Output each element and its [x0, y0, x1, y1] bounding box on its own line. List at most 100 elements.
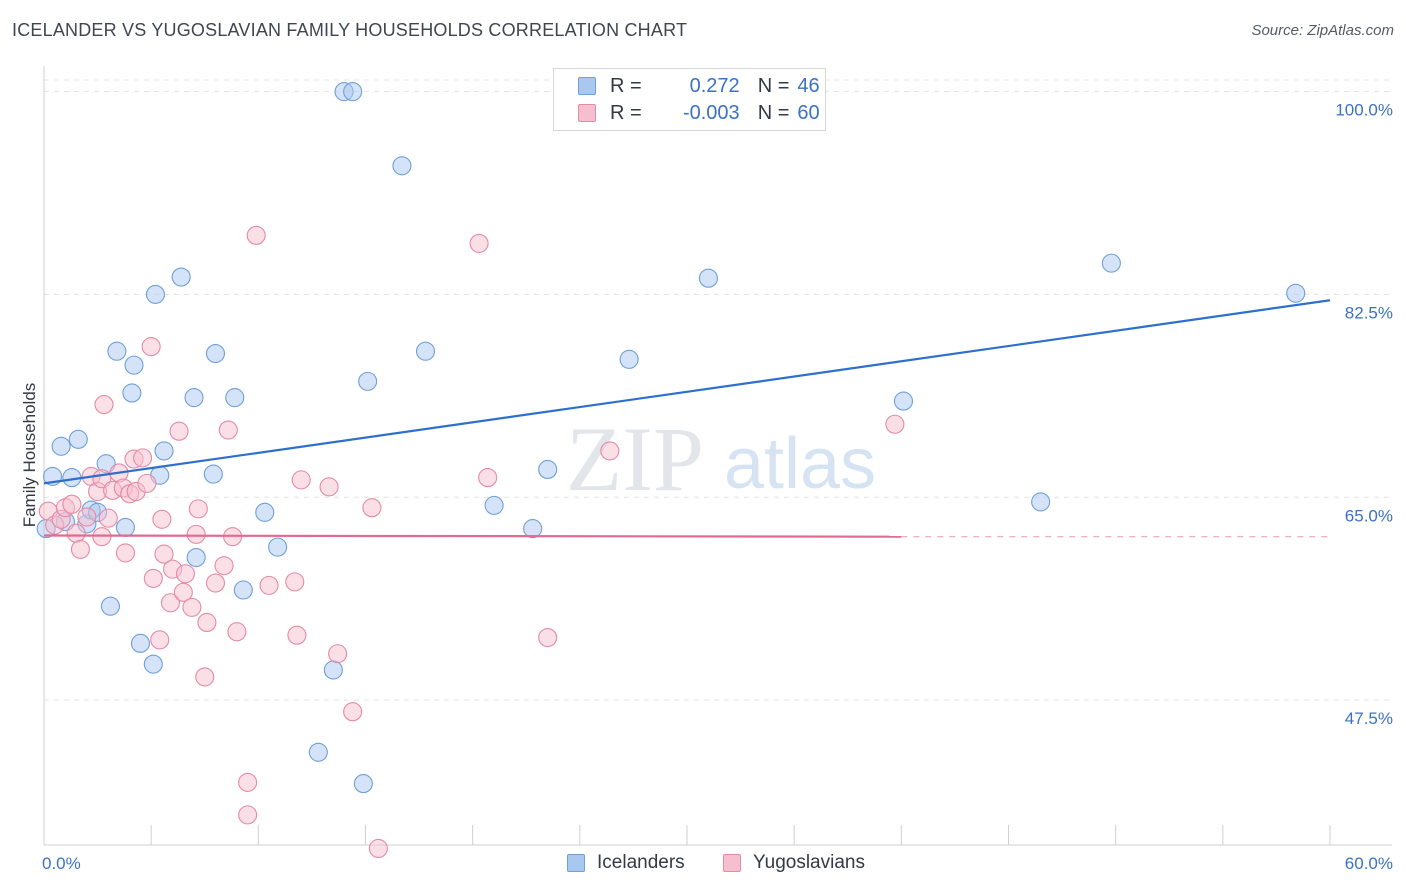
data-point-icelanders [619, 349, 639, 369]
trend-line-yugoslavians [43, 534, 902, 538]
legend-swatch-yugoslavians [723, 854, 741, 872]
legend-n-label: N = [757, 101, 790, 124]
x-tick-label: 0.0% [42, 854, 81, 873]
data-point-icelanders [100, 596, 120, 616]
data-point-yugoslavians [141, 337, 161, 357]
data-point-yugoslavians [70, 539, 90, 559]
data-point-icelanders [1031, 492, 1051, 512]
data-point-icelanders [51, 436, 71, 456]
data-point-icelanders [184, 388, 204, 408]
watermark: ZIP atlas [566, 408, 876, 510]
data-point-icelanders [233, 580, 253, 600]
data-point-yugoslavians [186, 524, 206, 544]
legend-item-yugoslavians[interactable]: Yugoslavians [723, 852, 865, 874]
trend-line-icelanders [43, 299, 1331, 485]
y-tick-label: 65.0% [1345, 506, 1393, 525]
legend-r-label: R = [610, 74, 642, 97]
stats-legend: R = 0.272 N = 46 R = -0.003 N = 60 [553, 68, 826, 131]
data-point-icelanders [186, 547, 206, 568]
data-point-icelanders [392, 156, 412, 176]
data-point-yugoslavians [154, 544, 174, 564]
data-point-yugoslavians [469, 233, 489, 253]
data-point-icelanders [124, 355, 144, 375]
data-point-yugoslavians [214, 556, 234, 576]
data-point-yugoslavians [343, 702, 363, 722]
data-point-icelanders [171, 267, 191, 287]
data-point-icelanders [308, 742, 328, 762]
data-point-yugoslavians [259, 575, 279, 595]
data-point-yugoslavians [238, 805, 258, 825]
data-point-icelanders [130, 633, 150, 653]
data-point-icelanders [323, 660, 343, 680]
data-point-icelanders [68, 429, 88, 449]
data-point-yugoslavians [169, 421, 189, 441]
data-point-yugoslavians [94, 394, 114, 415]
data-point-yugoslavians [319, 477, 339, 497]
data-point-icelanders [358, 371, 378, 391]
data-point-yugoslavians [885, 414, 905, 434]
legend-item-icelanders[interactable]: Icelanders [567, 852, 685, 874]
data-point-icelanders [353, 774, 373, 794]
legend-row-yugoslavians: R = -0.003 N = 60 [578, 101, 820, 125]
data-point-yugoslavians [62, 494, 82, 514]
y-tick-label: 100.0% [1335, 101, 1393, 120]
legend-label-yugoslavians: Yugoslavians [753, 852, 865, 873]
data-point-icelanders [698, 268, 718, 288]
data-point-icelanders [484, 495, 504, 515]
data-point-yugoslavians [362, 498, 382, 518]
data-point-yugoslavians [538, 627, 558, 648]
data-point-yugoslavians [66, 523, 86, 543]
data-point-yugoslavians [77, 507, 97, 527]
data-point-yugoslavians [600, 441, 620, 461]
data-point-yugoslavians [150, 630, 170, 650]
data-point-yugoslavians [205, 573, 226, 593]
x-tick-label: 60.0% [1345, 854, 1393, 873]
data-point-icelanders [1101, 253, 1121, 273]
data-point-yugoslavians [195, 667, 215, 687]
data-point-yugoslavians [182, 597, 202, 617]
chart-title: ICELANDER VS YUGOSLAVIAN FAMILY HOUSEHOL… [12, 20, 688, 40]
data-point-yugoslavians [133, 448, 153, 468]
data-point-icelanders [225, 388, 245, 408]
data-point-icelanders [154, 441, 174, 461]
data-point-yugoslavians [152, 509, 172, 529]
data-point-yugoslavians [328, 644, 348, 664]
trend-layer [43, 299, 1331, 538]
series-legend: Icelanders Yugoslavians [0, 852, 1406, 876]
tick-label-layer: 100.0% 82.5% 65.0% 47.5% 0.0% 60.0% [42, 101, 1393, 873]
data-point-icelanders [115, 517, 135, 537]
axis-layer [43, 66, 1392, 846]
legend-n-label: N = [757, 74, 790, 97]
data-point-icelanders [145, 284, 166, 304]
data-point-yugoslavians [285, 572, 305, 592]
legend-swatch-icelanders [578, 77, 596, 95]
y-tick-label: 47.5% [1345, 709, 1393, 728]
data-point-yugoslavians [197, 612, 217, 633]
data-point-yugoslavians [173, 582, 193, 602]
data-point-yugoslavians [368, 838, 388, 859]
legend-r-label: R = [610, 101, 642, 124]
data-point-yugoslavians [246, 225, 266, 245]
data-point-yugoslavians [98, 508, 118, 528]
points-layer [36, 82, 1306, 859]
data-point-yugoslavians [238, 772, 258, 792]
legend-n-value: 60 [797, 101, 820, 124]
legend-row-icelanders: R = 0.272 N = 46 [578, 74, 820, 98]
data-point-icelanders [203, 464, 223, 484]
data-point-icelanders [205, 343, 226, 364]
data-point-yugoslavians [287, 625, 307, 645]
data-point-icelanders [343, 82, 363, 102]
data-point-yugoslavians [160, 593, 181, 613]
data-point-yugoslavians [143, 568, 163, 588]
y-axis-label: Family Households [20, 382, 39, 528]
data-point-yugoslavians [227, 622, 247, 642]
watermark-atlas: atlas [724, 424, 876, 504]
data-point-icelanders [538, 459, 558, 480]
watermark-zip: ZIP [566, 408, 704, 510]
data-point-icelanders [143, 654, 163, 674]
data-point-icelanders [255, 502, 275, 522]
data-point-yugoslavians [137, 473, 157, 493]
y-tick-label: 82.5% [1345, 303, 1393, 322]
legend-swatch-yugoslavians [578, 104, 596, 122]
legend-label-icelanders: Icelanders [597, 852, 685, 873]
